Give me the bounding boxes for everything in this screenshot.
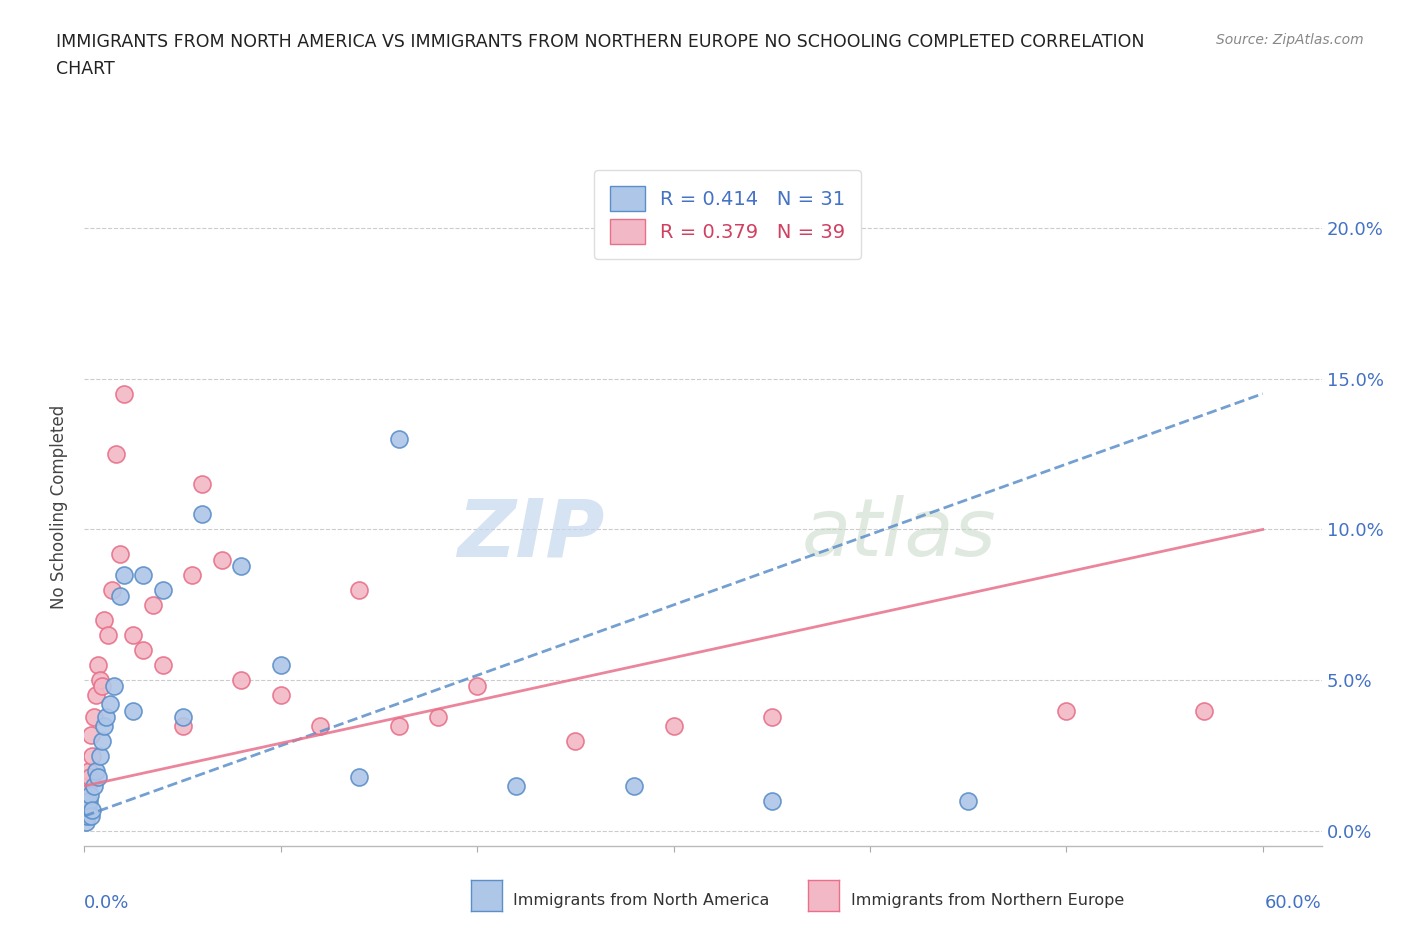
Text: 0.0%: 0.0% (84, 894, 129, 911)
Point (112, 386, 135, 401)
Point (75, 793, 97, 808)
Text: CHART: CHART (56, 60, 115, 78)
Point (231, 673, 253, 688)
Point (84, 764, 107, 778)
Point (94, 709, 117, 724)
Point (349, 582, 371, 597)
Point (662, 718, 685, 733)
Point (77, 800, 100, 815)
Point (98, 698, 121, 712)
Point (108, 546, 131, 561)
Point (191, 507, 214, 522)
Y-axis label: No Schooling Completed: No Schooling Completed (51, 405, 69, 609)
Point (75, 809, 97, 824)
Point (761, 709, 783, 724)
Point (122, 703, 145, 718)
Point (505, 778, 527, 793)
Point (387, 432, 409, 446)
Point (465, 679, 488, 694)
Point (1192, 703, 1215, 718)
Point (87, 658, 110, 672)
Point (76, 809, 98, 824)
Point (309, 718, 332, 733)
Point (93, 613, 115, 628)
Point (87, 769, 110, 784)
Point (1054, 703, 1077, 718)
Text: ZIP: ZIP (457, 495, 605, 573)
Point (79, 788, 101, 803)
Point (112, 567, 135, 582)
Legend: R = 0.414   N = 31, R = 0.379   N = 39: R = 0.414 N = 31, R = 0.379 N = 39 (595, 170, 860, 259)
Point (387, 718, 409, 733)
Text: 60.0%: 60.0% (1265, 894, 1322, 911)
Point (82, 749, 104, 764)
Point (152, 658, 174, 672)
Point (564, 733, 586, 748)
Point (211, 552, 233, 567)
Point (79, 769, 101, 784)
Point (181, 567, 204, 582)
Point (957, 793, 980, 808)
Point (132, 643, 155, 658)
Text: IMMIGRANTS FROM NORTH AMERICA VS IMMIGRANTS FROM NORTHERN EUROPE NO SCHOOLING CO: IMMIGRANTS FROM NORTH AMERICA VS IMMIGRA… (56, 33, 1144, 50)
Point (270, 688, 292, 703)
Text: Immigrants from Northern Europe: Immigrants from Northern Europe (851, 893, 1123, 908)
Point (623, 778, 645, 793)
Point (75, 815, 97, 830)
Point (82, 803, 104, 817)
Point (172, 718, 194, 733)
Point (761, 793, 783, 808)
Point (84, 688, 107, 703)
Text: atlas: atlas (801, 495, 997, 573)
Point (93, 718, 115, 733)
Point (97, 628, 120, 643)
Point (77, 778, 100, 793)
Text: Immigrants from North America: Immigrants from North America (513, 893, 769, 908)
Point (103, 679, 125, 694)
Text: Source: ZipAtlas.com: Source: ZipAtlas.com (1216, 33, 1364, 46)
Point (426, 709, 449, 724)
Point (76, 800, 98, 815)
Point (91, 679, 114, 694)
Point (83, 709, 105, 724)
Point (77, 764, 100, 778)
Point (89, 673, 111, 688)
Point (349, 769, 371, 784)
Point (104, 446, 127, 461)
Point (152, 582, 174, 597)
Point (89, 749, 111, 764)
Point (191, 477, 214, 492)
Point (108, 589, 131, 604)
Point (91, 733, 114, 748)
Point (142, 597, 165, 612)
Point (231, 558, 253, 573)
Point (122, 628, 145, 643)
Point (270, 658, 292, 672)
Point (172, 709, 194, 724)
Point (101, 582, 124, 597)
Point (80, 809, 103, 824)
Point (80, 727, 103, 742)
Point (77, 793, 100, 808)
Point (83, 778, 105, 793)
Point (132, 567, 155, 582)
